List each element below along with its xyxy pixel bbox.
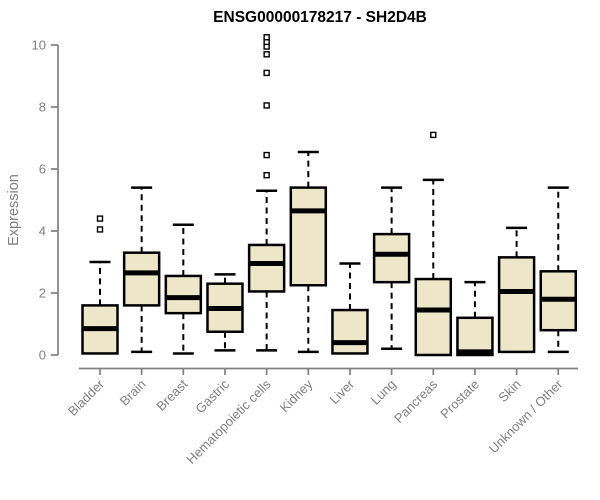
x-category-label-0: Bladder (65, 376, 108, 419)
y-tick-label-2: 2 (39, 286, 46, 301)
x-category-label-11: Unknown / Other (486, 376, 566, 456)
outlier-4-4 (263, 51, 270, 58)
x-category-label-6: Liver (327, 376, 358, 407)
outlier-4-7 (263, 34, 270, 41)
box-6 (331, 308, 369, 355)
box-2 (164, 274, 203, 315)
box-5 (289, 186, 328, 287)
x-category-label-7: Lung (368, 377, 399, 408)
outlier-4-1 (263, 151, 270, 159)
box-1 (122, 251, 161, 307)
y-tick-label-8: 8 (39, 100, 46, 115)
outlier-4-0 (263, 171, 270, 179)
box-9 (456, 316, 494, 357)
x-category-label-10: Skin (495, 377, 523, 405)
outlier-4-3 (263, 69, 270, 77)
outlier-0-1 (96, 215, 104, 222)
outlier-0-0 (96, 226, 104, 233)
y-axis-label: Expression (6, 174, 22, 246)
x-category-label-9: Prostate (437, 377, 482, 422)
chart-title: ENSG00000178217 - SH2D4B (213, 9, 427, 26)
outlier-8-0 (430, 131, 437, 139)
y-tick-label-4: 4 (39, 224, 46, 239)
x-category-label-3: Gastric (192, 376, 232, 416)
box-8 (414, 277, 453, 357)
y-tick-label-0: 0 (39, 348, 46, 363)
box-7 (372, 232, 411, 284)
box-10 (497, 256, 536, 354)
x-category-label-2: Breast (153, 376, 190, 413)
box-4 (247, 243, 286, 293)
y-tick-label-6: 6 (39, 162, 46, 177)
x-category-label-5: Kidney (277, 376, 316, 415)
outlier-4-2 (263, 102, 270, 109)
x-category-label-1: Brain (117, 377, 149, 409)
x-category-label-8: Pancreas (391, 376, 441, 426)
y-tick-label-10: 10 (32, 38, 46, 53)
